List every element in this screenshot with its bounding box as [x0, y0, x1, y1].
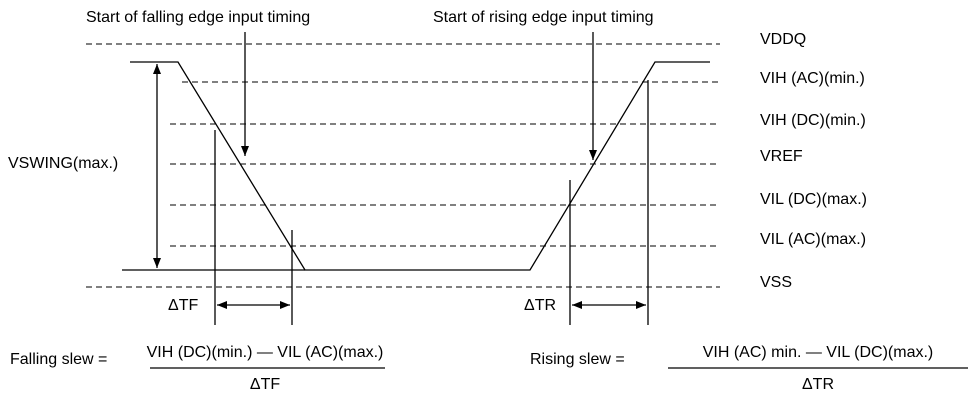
level-label: VIL (AC)(max.) — [760, 231, 866, 248]
timing-lines — [214, 32, 649, 325]
falling-formula-label: Falling slew = — [10, 351, 107, 368]
falling-denominator: ΔTF — [250, 376, 280, 393]
rising-formula-label: Rising slew = — [530, 351, 625, 368]
delta-tr: ΔTR — [524, 297, 556, 314]
level-label: VIL (DC)(max.) — [760, 191, 867, 208]
level-label: VREF — [760, 148, 803, 165]
level-label: VSS — [760, 274, 792, 291]
level-label: VIH (DC)(min.) — [760, 112, 866, 129]
rising-denominator: ΔTR — [802, 376, 834, 393]
level-label: VIH (AC)(min.) — [760, 70, 865, 87]
waveform — [130, 61, 710, 271]
rising-start-label: Start of rising edge input timing — [433, 9, 654, 26]
falling-numerator: VIH (DC)(min.) — VIL (AC)(max.) — [147, 344, 384, 361]
level-label: VDDQ — [760, 31, 806, 48]
falling-start-label: Start of falling edge input timing — [86, 9, 310, 26]
rising-numerator: VIH (AC) min. — VIL (DC)(max.) — [703, 344, 934, 361]
delta-tf: ΔTF — [168, 297, 198, 314]
swing-label: VSWING(max.) — [8, 155, 118, 172]
level-lines — [86, 43, 720, 288]
